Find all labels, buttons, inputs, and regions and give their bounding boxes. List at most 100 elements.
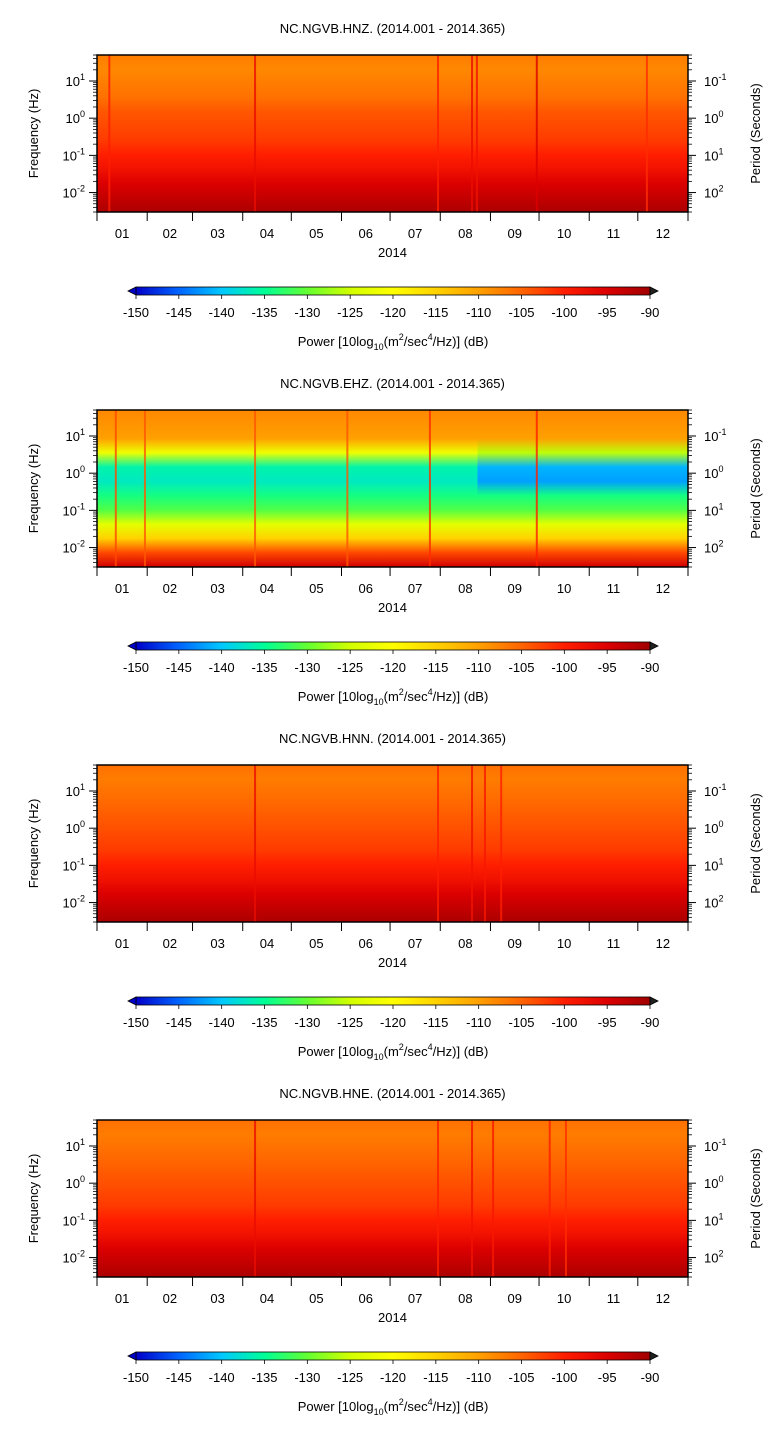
colorbar-tick-label: -90 bbox=[641, 1015, 660, 1030]
spectrogram-panel: NC.NGVB.HNE. (2014.001 - 2014.365) 01 02 03… bbox=[0, 1065, 780, 1420]
colorbar-tick-label: -125 bbox=[337, 660, 363, 675]
chart-title: NC.NGVB.HNE. (2014.001 - 2014.365) bbox=[279, 1086, 505, 1101]
x-tick-label: 06 bbox=[359, 226, 373, 241]
event-line bbox=[114, 410, 117, 567]
event-line bbox=[471, 765, 474, 922]
x-tick-label: 03 bbox=[210, 226, 224, 241]
colorbar-tick-label: -145 bbox=[166, 1015, 192, 1030]
event-line bbox=[254, 1120, 257, 1277]
colorbar-label: Power [10log10(m2/sec4/Hz)] (dB) bbox=[298, 687, 489, 707]
colorbar-tick-label: -110 bbox=[466, 660, 491, 675]
y-axis-label: Frequency (Hz) bbox=[26, 1154, 41, 1244]
spectrogram-svg: NC.NGVB.HNZ. (2014.001 - 2014.365) 01 02 03… bbox=[26, 21, 763, 352]
spectrogram-panel: NC.NGVB.HNN. (2014.001 - 2014.365) 01 02 03… bbox=[0, 710, 780, 1065]
colorbar-tick-label: -130 bbox=[294, 660, 320, 675]
x-tick-label: 04 bbox=[260, 226, 274, 241]
x-tick-label: 11 bbox=[607, 226, 621, 241]
colorbar-tick-label: -150 bbox=[123, 1015, 149, 1030]
colorbar-tick-label: -135 bbox=[251, 305, 277, 320]
x-tick-label: 12 bbox=[656, 936, 670, 951]
y-tick-label: 100 bbox=[66, 819, 85, 836]
plot-frame bbox=[96, 54, 689, 213]
y-axis-label: Frequency (Hz) bbox=[26, 89, 41, 179]
x-tick-label: 11 bbox=[607, 581, 621, 596]
y-tick-label: 10-2 bbox=[63, 184, 85, 201]
x-tick-label: 10 bbox=[557, 581, 571, 596]
y2-tick-label: 100 bbox=[704, 464, 723, 481]
y-tick-label: 10-1 bbox=[63, 1211, 85, 1228]
x-axis-label: 2014 bbox=[378, 955, 407, 970]
x-tick-label: 05 bbox=[309, 581, 323, 596]
x-tick-label: 10 bbox=[557, 1291, 571, 1306]
colorbar-tick-label: -140 bbox=[209, 1370, 235, 1385]
plot-frame bbox=[96, 1119, 689, 1278]
spectrogram-svg: NC.NGVB.EHZ. (2014.001 - 2014.365) 01 02 03… bbox=[26, 376, 763, 707]
y-tick-label: 10-2 bbox=[63, 539, 85, 556]
y2-tick-label: 10-1 bbox=[704, 427, 726, 444]
colorbar-tick-label: -105 bbox=[508, 1015, 534, 1030]
x-tick-label: 03 bbox=[210, 581, 224, 596]
x-tick-label: 03 bbox=[210, 936, 224, 951]
event-line bbox=[346, 410, 349, 567]
colorbar-tick-label: -145 bbox=[166, 1370, 192, 1385]
colorbar-tick-label: -120 bbox=[380, 660, 406, 675]
y2-tick-label: 100 bbox=[704, 109, 723, 126]
y-tick-label: 10-1 bbox=[63, 501, 85, 518]
chart-title: NC.NGVB.HNZ. (2014.001 - 2014.365) bbox=[280, 21, 505, 36]
colorbar bbox=[135, 996, 651, 1006]
y-tick-label: 10-2 bbox=[63, 894, 85, 911]
event-line bbox=[483, 765, 486, 922]
x-tick-label: 11 bbox=[607, 936, 621, 951]
colorbar-tick-label: -105 bbox=[508, 660, 534, 675]
event-line bbox=[535, 410, 538, 567]
event-line bbox=[437, 1120, 440, 1277]
y-tick-label: 10-1 bbox=[63, 856, 85, 873]
x-tick-label: 10 bbox=[557, 936, 571, 951]
y-tick-label: 101 bbox=[66, 1137, 85, 1154]
plot-frame bbox=[96, 764, 689, 923]
y-tick-label: 10-2 bbox=[63, 1249, 85, 1266]
colorbar-tick-label: -95 bbox=[598, 1370, 617, 1385]
event-line bbox=[492, 1120, 495, 1277]
colorbar-tick-label: -140 bbox=[209, 660, 235, 675]
colorbar-tick-label: -110 bbox=[466, 305, 491, 320]
spectrogram-background bbox=[97, 55, 688, 212]
colorbar bbox=[135, 1351, 651, 1361]
event-line bbox=[254, 765, 257, 922]
spectrogram-svg: NC.NGVB.HNN. (2014.001 - 2014.365) 01 02 03… bbox=[26, 731, 763, 1062]
y2-axis-label: Period (Seconds) bbox=[748, 438, 763, 538]
x-tick-label: 07 bbox=[408, 581, 422, 596]
colorbar-tick-label: -90 bbox=[641, 305, 660, 320]
x-tick-label: 06 bbox=[359, 581, 373, 596]
x-tick-label: 09 bbox=[508, 936, 522, 951]
colorbar-tick-label: -115 bbox=[423, 660, 448, 675]
colorbar-tick-label: -115 bbox=[423, 1370, 448, 1385]
y2-tick-label: 102 bbox=[704, 1249, 723, 1266]
event-line bbox=[254, 410, 257, 567]
x-tick-label: 02 bbox=[163, 936, 177, 951]
colorbar-tick-label: -150 bbox=[123, 1370, 149, 1385]
colorbar-tick-label: -95 bbox=[598, 305, 617, 320]
event-line bbox=[143, 410, 146, 567]
y2-axis-label: Period (Seconds) bbox=[748, 83, 763, 183]
colorbar-tick-label: -130 bbox=[294, 1015, 320, 1030]
y-tick-label: 101 bbox=[66, 72, 85, 89]
colorbar-tick-label: -105 bbox=[508, 305, 534, 320]
colorbar-label: Power [10log10(m2/sec4/Hz)] (dB) bbox=[298, 332, 489, 352]
x-tick-label: 08 bbox=[458, 1291, 472, 1306]
x-tick-label: 05 bbox=[309, 1291, 323, 1306]
colorbar-min-arrow bbox=[127, 641, 137, 651]
x-tick-label: 12 bbox=[656, 1291, 670, 1306]
colorbar-tick-label: -100 bbox=[551, 660, 577, 675]
colorbar-tick-label: -115 bbox=[423, 305, 448, 320]
event-line bbox=[471, 55, 474, 212]
colorbar-tick-label: -100 bbox=[551, 305, 577, 320]
x-tick-label: 04 bbox=[260, 581, 274, 596]
chart-title: NC.NGVB.HNN. (2014.001 - 2014.365) bbox=[279, 731, 506, 746]
colorbar bbox=[135, 286, 651, 296]
colorbar-tick-label: -95 bbox=[598, 1015, 617, 1030]
colorbar-tick-label: -110 bbox=[466, 1015, 491, 1030]
y2-tick-label: 101 bbox=[704, 146, 723, 163]
colorbar-tick-label: -140 bbox=[209, 1015, 235, 1030]
x-tick-label: 01 bbox=[115, 226, 129, 241]
